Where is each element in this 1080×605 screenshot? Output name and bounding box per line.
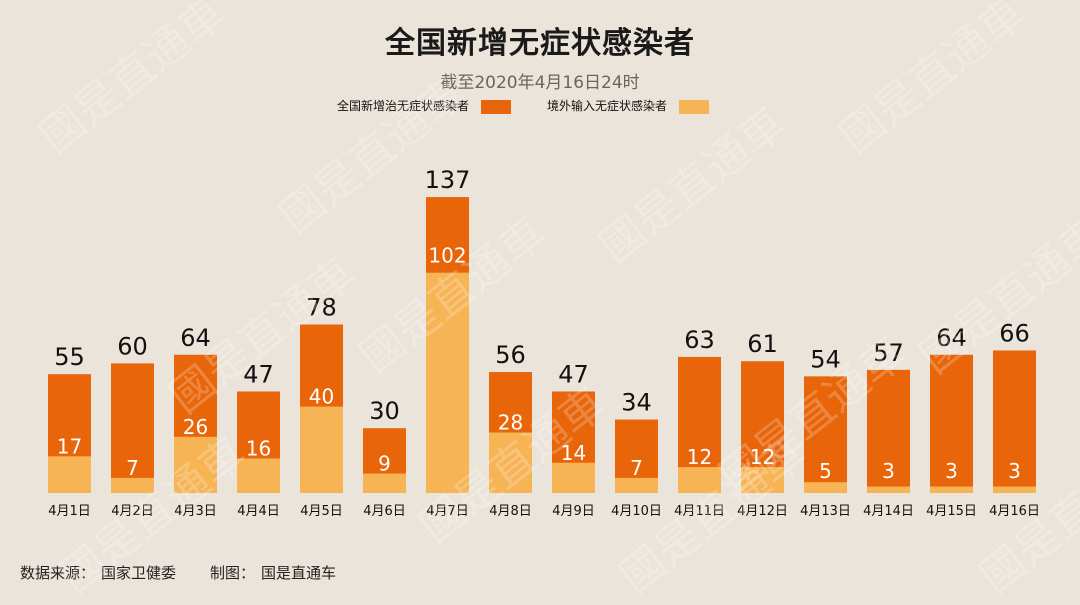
total-label-10: 34 — [621, 389, 652, 417]
legend-swatch-domestic — [480, 99, 511, 114]
x-tick-label-14: 4月14日 — [863, 504, 914, 519]
bar-imported-2 — [111, 477, 154, 493]
bar-imported-3 — [174, 436, 217, 493]
bar-total-13 — [804, 376, 847, 493]
x-tick-label-6: 4月6日 — [363, 504, 406, 519]
total-label-14: 57 — [873, 339, 904, 367]
x-tick-label-10: 4月10日 — [611, 504, 662, 519]
bar-total-16 — [993, 350, 1036, 493]
bar-imported-11 — [678, 467, 721, 493]
legend-swatch-imported — [678, 99, 709, 114]
bar-imported-9 — [552, 462, 595, 493]
x-tick-label-4: 4月4日 — [237, 504, 280, 519]
x-tick-label-8: 4月8日 — [489, 504, 532, 519]
bar-imported-13 — [804, 482, 847, 493]
total-label-8: 56 — [495, 341, 526, 369]
imported-label-4: 16 — [246, 436, 271, 460]
source-line: 数据来源： 国家卫健委 制图： 国是直通车 — [20, 562, 342, 583]
bar-imported-16 — [993, 486, 1036, 493]
bar-imported-7 — [426, 272, 469, 493]
maker-value: 国是直通车 — [261, 564, 337, 582]
bar-imported-10 — [615, 477, 658, 493]
total-label-16: 66 — [999, 319, 1030, 347]
x-tick-label-3: 4月3日 — [174, 504, 217, 519]
bar-imported-14 — [867, 486, 910, 493]
chart-subtitle: 截至2020年4月16日24时 — [440, 73, 640, 93]
legend-item-imported: 境外输入无症状感染者 — [547, 97, 709, 117]
legend-label-imported: 境外输入无症状感染者 — [547, 99, 668, 113]
bar-total-14 — [867, 369, 910, 493]
imported-label-13: 5 — [819, 459, 832, 483]
x-tick-label-2: 4月2日 — [111, 504, 154, 519]
total-label-7: 137 — [425, 166, 471, 194]
bar-imported-4 — [237, 458, 280, 493]
imported-label-6: 9 — [378, 452, 391, 476]
x-tick-label-13: 4月13日 — [800, 504, 851, 519]
imported-label-1: 17 — [57, 434, 82, 458]
source-value: 国家卫健委 — [101, 564, 177, 582]
legend-item-domestic: 全国新增治无症状感染者 — [337, 97, 511, 117]
total-label-4: 47 — [243, 360, 274, 388]
x-tick-label-11: 4月11日 — [674, 504, 725, 519]
imported-label-14: 3 — [882, 459, 895, 483]
imported-label-11: 12 — [687, 445, 712, 469]
x-tick-label-5: 4月5日 — [300, 504, 343, 519]
total-label-1: 55 — [54, 343, 85, 371]
total-label-6: 30 — [369, 397, 400, 425]
x-tick-label-15: 4月15日 — [926, 504, 977, 519]
bar-total-15 — [930, 354, 973, 493]
imported-label-10: 7 — [630, 456, 643, 480]
x-tick-label-1: 4月1日 — [48, 504, 91, 519]
bar-imported-8 — [489, 432, 532, 493]
imported-label-5: 40 — [309, 385, 334, 409]
imported-label-8: 28 — [498, 411, 523, 435]
total-label-2: 60 — [117, 332, 148, 360]
bar-imported-6 — [363, 473, 406, 493]
imported-label-7: 102 — [428, 244, 466, 268]
imported-label-2: 7 — [126, 456, 139, 480]
imported-label-9: 14 — [561, 441, 586, 465]
imported-label-16: 3 — [1008, 459, 1021, 483]
imported-label-15: 3 — [945, 459, 958, 483]
total-label-11: 63 — [684, 326, 715, 354]
total-label-12: 61 — [747, 330, 778, 358]
x-tick-label-9: 4月9日 — [552, 504, 595, 519]
bar-imported-5 — [300, 406, 343, 493]
chart-title: 全国新增无症状感染者 — [385, 26, 695, 61]
total-label-13: 54 — [810, 345, 841, 373]
bar-imported-15 — [930, 486, 973, 493]
x-tick-label-12: 4月12日 — [737, 504, 788, 519]
bar-imported-1 — [48, 456, 91, 493]
bar-imported-12 — [741, 467, 784, 493]
imported-label-12: 12 — [750, 445, 775, 469]
bar-total-2 — [111, 363, 154, 493]
imported-label-3: 26 — [183, 415, 208, 439]
total-label-9: 47 — [558, 360, 589, 388]
legend-label-domestic: 全国新增治无症状感染者 — [337, 99, 470, 113]
total-label-3: 64 — [180, 324, 211, 352]
source-label: 数据来源： — [20, 564, 96, 582]
x-tick-label-7: 4月7日 — [426, 504, 469, 519]
total-label-15: 64 — [936, 324, 967, 352]
x-tick-label-16: 4月16日 — [989, 504, 1040, 519]
total-label-5: 78 — [306, 294, 337, 322]
maker-label: 制图： — [210, 564, 256, 582]
